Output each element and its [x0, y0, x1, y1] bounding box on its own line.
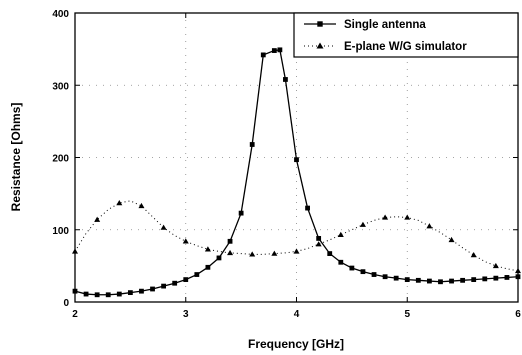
point-single-antenna [127, 290, 133, 296]
point-single-antenna [493, 275, 499, 281]
point-single-antenna [150, 286, 155, 292]
legend: Single antenna E-plane W/G simulator [293, 12, 519, 58]
point-single-antenna [427, 278, 432, 284]
point-e-plane-w-g-simulator [72, 248, 78, 254]
point-e-plane-w-g-simulator [227, 249, 234, 256]
point-single-antenna [277, 47, 283, 53]
point-single-antenna [194, 272, 200, 277]
legend-box [293, 12, 519, 58]
point-single-antenna [283, 77, 288, 82]
point-single-antenna [482, 276, 488, 282]
point-single-antenna [205, 264, 211, 270]
point-single-antenna [515, 274, 521, 280]
point-e-plane-w-g-simulator [382, 214, 389, 220]
point-single-antenna [382, 274, 388, 280]
point-single-antenna [116, 291, 122, 297]
point-single-antenna [371, 272, 377, 277]
point-e-plane-w-g-simulator [182, 238, 189, 244]
point-e-plane-w-g-simulator [94, 216, 101, 222]
point-e-plane-w-g-simulator [315, 241, 322, 247]
point-e-plane-w-g-simulator [293, 248, 300, 254]
y-tick-label: 400 [52, 9, 69, 20]
point-single-antenna [449, 278, 454, 284]
point-single-antenna [349, 265, 355, 271]
point-e-plane-w-g-simulator [337, 231, 344, 238]
y-axis-title: Resistance [Ohms] [9, 103, 23, 212]
point-single-antenna [360, 269, 366, 275]
point-single-antenna [227, 238, 233, 244]
point-e-plane-w-g-simulator [426, 223, 433, 229]
y-tick-label: 200 [52, 154, 69, 165]
y-tick-label: 300 [52, 81, 69, 92]
point-single-antenna [415, 277, 421, 283]
point-single-antenna [393, 275, 399, 281]
point-single-antenna [271, 48, 277, 53]
point-single-antenna [238, 210, 244, 216]
legend-label-e-plane: E-plane W/G simulator [344, 41, 467, 53]
point-single-antenna [316, 236, 322, 241]
point-e-plane-w-g-simulator [271, 250, 278, 256]
point-e-plane-w-g-simulator [359, 221, 366, 227]
point-single-antenna [139, 288, 144, 294]
point-single-antenna [72, 288, 78, 294]
point-single-antenna [249, 142, 255, 147]
point-single-antenna [294, 157, 299, 163]
point-single-antenna [460, 277, 466, 283]
x-tick-label: 4 [294, 309, 300, 320]
point-single-antenna [404, 277, 410, 283]
y-tick-label: 100 [52, 226, 69, 237]
point-single-antenna [94, 292, 100, 298]
series-line-e-plane-w-g-simulator [74, 200, 519, 272]
legend-marker-e-plane [316, 42, 324, 49]
point-e-plane-w-g-simulator [448, 236, 455, 243]
point-e-plane-w-g-simulator [249, 251, 256, 257]
point-single-antenna [438, 279, 443, 285]
point-single-antenna [327, 251, 333, 256]
point-e-plane-w-g-simulator [160, 224, 167, 230]
legend-marker-single-antenna [317, 21, 323, 27]
point-single-antenna [83, 291, 89, 297]
x-tick-label: 3 [183, 309, 189, 320]
point-e-plane-w-g-simulator [116, 200, 123, 206]
series-layer [72, 47, 521, 298]
point-single-antenna [105, 292, 111, 298]
point-single-antenna [172, 280, 178, 286]
point-e-plane-w-g-simulator [404, 214, 411, 220]
point-single-antenna [183, 277, 189, 283]
point-single-antenna [161, 283, 166, 289]
x-tick-label: 6 [515, 309, 521, 320]
point-single-antenna [216, 255, 222, 261]
x-tick-label: 2 [72, 309, 78, 320]
point-single-antenna [305, 205, 310, 211]
point-e-plane-w-g-simulator [138, 202, 145, 209]
point-single-antenna [504, 275, 510, 280]
point-single-antenna [260, 52, 266, 58]
point-single-antenna [471, 277, 477, 283]
point-e-plane-w-g-simulator [492, 262, 499, 269]
legend-label-single-antenna: Single antenna [344, 19, 426, 31]
y-tick-label: 0 [63, 298, 69, 309]
point-e-plane-w-g-simulator [515, 267, 521, 274]
x-tick-label: 5 [404, 309, 410, 320]
point-e-plane-w-g-simulator [204, 246, 211, 252]
point-single-antenna [338, 259, 344, 265]
point-e-plane-w-g-simulator [470, 252, 477, 258]
x-axis-title: Frequency [GHz] [248, 337, 344, 351]
